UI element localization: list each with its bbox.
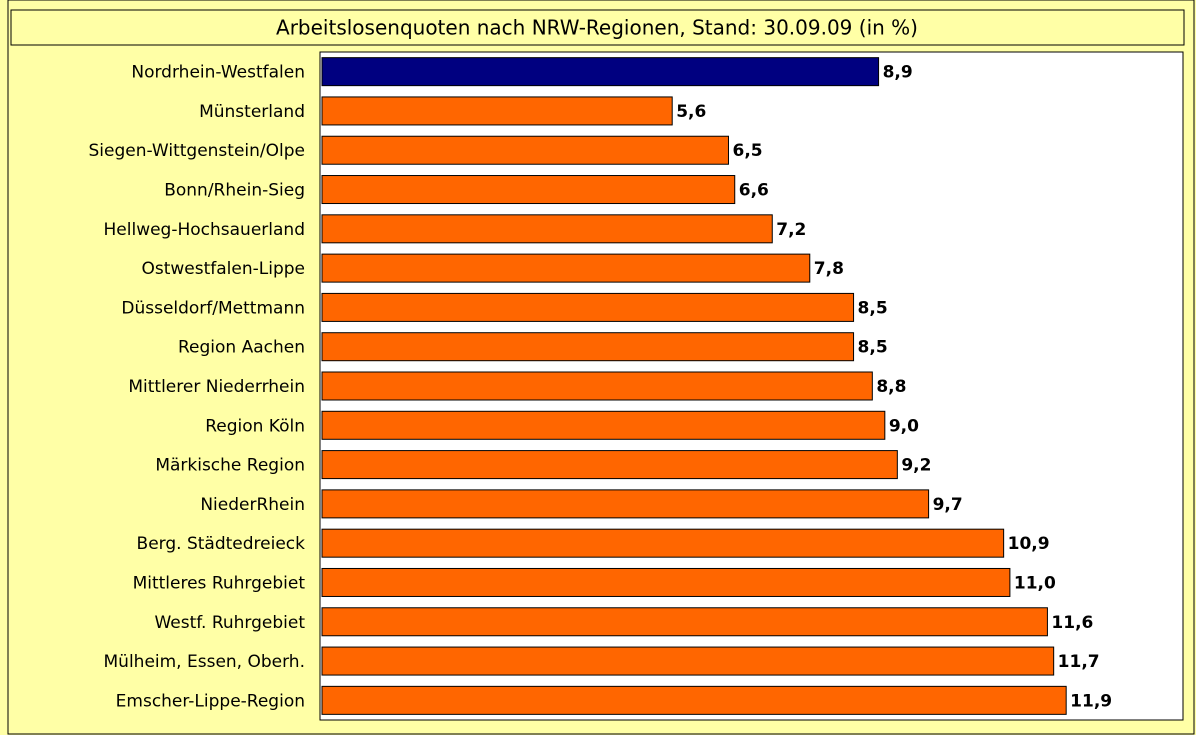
chart-title: Arbeitslosenquoten nach NRW-Regionen, St… [276,16,918,40]
category-label: Bonn/Rhein-Sieg [164,181,305,201]
category-label: Nordrhein-Westfalen [131,63,305,83]
bar [321,567,1011,597]
value-label: 7,8 [814,259,844,279]
value-label: 11,0 [1014,573,1056,593]
bar [321,685,1067,715]
category-label: Emscher-Lippe-Region [116,691,305,711]
value-label: 7,2 [776,220,806,240]
value-label: 10,9 [1008,534,1050,554]
bar [321,175,736,205]
value-label: 11,6 [1051,613,1093,633]
value-label: 11,9 [1070,691,1112,711]
value-label: 8,5 [858,298,888,318]
bar [321,489,930,519]
category-label: Region Aachen [178,338,305,358]
category-label: Münsterland [199,102,305,122]
bar [321,410,886,440]
value-label: 9,0 [889,416,919,436]
category-label: NiederRhein [200,495,305,515]
category-label: Mittlerer Niederrhein [128,377,305,397]
category-label: Düsseldorf/Mettmann [121,298,305,318]
value-label: 8,9 [883,63,913,83]
bar [321,214,773,244]
category-label: Mülheim, Essen, Oberh. [104,652,306,672]
value-label: 9,7 [933,495,963,515]
category-label: Märkische Region [155,456,305,476]
bar [321,332,855,362]
value-label: 5,6 [676,102,706,122]
bar [321,135,729,165]
bar [321,607,1048,637]
value-label: 8,5 [858,338,888,358]
bar [321,57,880,87]
bar [321,253,811,283]
category-label: Region Köln [205,416,305,436]
category-label: Hellweg-Hochsauerland [104,220,306,240]
value-label: 8,8 [876,377,906,397]
bar [321,96,673,126]
category-label: Berg. Städtedreieck [137,534,306,554]
bar [321,646,1055,676]
value-label: 9,2 [901,456,931,476]
category-label: Westf. Ruhrgebiet [154,613,305,633]
value-label: 6,5 [732,141,762,161]
title-box [10,9,1185,46]
bar [321,371,873,401]
value-label: 11,7 [1058,652,1100,672]
bar [321,292,855,322]
category-label: Mittleres Ruhrgebiet [133,573,306,593]
category-label: Ostwestfalen-Lippe [141,259,305,279]
bar [321,528,1005,558]
value-label: 6,6 [739,181,769,201]
bar [321,450,898,480]
category-label: Siegen-Wittgenstein/Olpe [88,141,305,161]
